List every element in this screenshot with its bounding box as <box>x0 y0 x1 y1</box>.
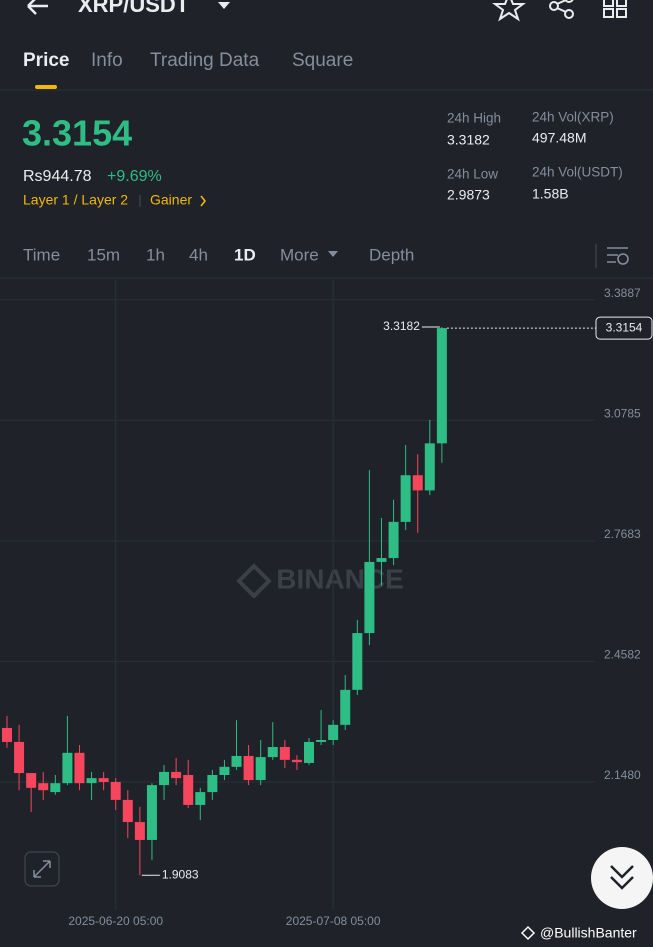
interval-active[interactable]: 1D <box>234 245 256 264</box>
last-price-label: 3.3154 <box>606 320 643 334</box>
candle-body <box>316 740 327 742</box>
last-price: 3.3154 <box>22 113 132 154</box>
candle-body <box>26 773 37 788</box>
candle-body <box>183 775 194 805</box>
candle-body <box>134 822 145 840</box>
watermark-logo <box>236 563 272 599</box>
candle-body <box>364 561 375 634</box>
candle-body <box>110 782 121 800</box>
stat-value: 3.3182 <box>447 132 490 148</box>
candle-body <box>388 521 399 559</box>
x-tick-label: 2025-06-20 05:00 <box>68 914 163 928</box>
scroll-icon <box>610 865 634 890</box>
interval[interactable]: 15m <box>87 245 120 264</box>
interval[interactable]: 4h <box>189 245 208 264</box>
share-button[interactable] <box>549 0 574 19</box>
candle-body <box>98 778 109 783</box>
y-tick-label: 3.0785 <box>604 406 641 420</box>
candle-body <box>74 752 85 784</box>
candle-body <box>352 633 363 690</box>
candle-body <box>267 747 278 758</box>
x-tick-label: 2025-07-08 05:00 <box>286 914 381 928</box>
tab-trading-data[interactable]: Trading Data <box>150 50 260 71</box>
candle-body <box>328 724 339 741</box>
candle-body <box>376 558 387 562</box>
candle-body <box>231 755 242 767</box>
last-price-box <box>595 316 653 340</box>
interval[interactable]: Depth <box>369 245 414 264</box>
stat-label: 24h Vol(XRP) <box>532 110 614 125</box>
candle-body <box>146 785 157 840</box>
grid-button[interactable] <box>603 0 627 18</box>
pair-title[interactable]: XRP/USDT <box>78 0 190 17</box>
local-price: Rs944.78 <box>23 168 92 185</box>
dropdown-arrow <box>328 251 338 257</box>
y-tick-label: 2.7683 <box>604 527 641 541</box>
chevron <box>200 195 207 207</box>
high-label: 3.3182 <box>383 319 420 333</box>
candle-body <box>122 799 133 823</box>
settings-button[interactable] <box>607 247 629 265</box>
candle-body <box>436 328 447 444</box>
credit-icon <box>520 925 536 941</box>
stat-label: 24h Low <box>447 167 498 182</box>
tab-indicator <box>35 85 57 89</box>
candle-body <box>195 792 206 805</box>
stat-label: 24h Vol(USDT) <box>532 165 623 180</box>
candle-body <box>424 443 435 491</box>
candle-body <box>86 778 97 784</box>
candle-body <box>304 741 314 763</box>
stat-label: 24h High <box>447 111 501 126</box>
watermark: BINANCE <box>276 563 404 594</box>
candle-body <box>400 475 411 522</box>
low-label: 1.9083 <box>162 867 199 881</box>
price-change: +9.69% <box>107 168 162 185</box>
expand-icon <box>33 860 51 878</box>
candle-body <box>159 771 170 786</box>
tab-square[interactable]: Square <box>292 50 353 71</box>
expand-button[interactable] <box>24 851 60 887</box>
pair-dropdown[interactable] <box>218 2 230 9</box>
y-tick-label: 2.1480 <box>604 768 641 782</box>
candle-body <box>14 741 25 774</box>
candle-body <box>50 783 61 793</box>
candle-body <box>219 766 230 776</box>
candle-body <box>291 759 302 763</box>
y-tick-label: 3.3887 <box>604 286 641 300</box>
back-button[interactable] <box>27 0 48 15</box>
interval[interactable]: More <box>280 245 319 264</box>
tab-price[interactable]: Price <box>23 50 69 71</box>
tab-info[interactable]: Info <box>91 50 123 71</box>
candle-body <box>171 771 182 779</box>
tag[interactable]: Layer 1 / Layer 2 <box>23 192 128 208</box>
candle-body <box>62 752 73 784</box>
chart: BINANCE 2.1480 2.4582 2.7683 3.0785 3.3887 202… <box>0 280 653 928</box>
candle-body <box>243 755 254 781</box>
stat-value: 1.58B <box>532 186 569 202</box>
y-tick-label: 2.4582 <box>604 648 641 662</box>
candle-body <box>412 475 423 491</box>
candle-body <box>2 727 12 742</box>
candle-body <box>38 783 49 791</box>
candle-body <box>340 689 351 725</box>
candle-body <box>255 757 266 781</box>
interval[interactable]: 1h <box>146 245 165 264</box>
stat-value: 497.48M <box>532 130 586 146</box>
interval[interactable]: Time <box>23 245 60 264</box>
credit: @BullishBanter <box>540 925 637 941</box>
candle-body <box>207 775 218 793</box>
candle-body <box>279 747 290 760</box>
favorite-button[interactable] <box>492 0 526 22</box>
tag[interactable]: Gainer <box>150 192 192 208</box>
stat-value: 2.9873 <box>447 187 490 203</box>
